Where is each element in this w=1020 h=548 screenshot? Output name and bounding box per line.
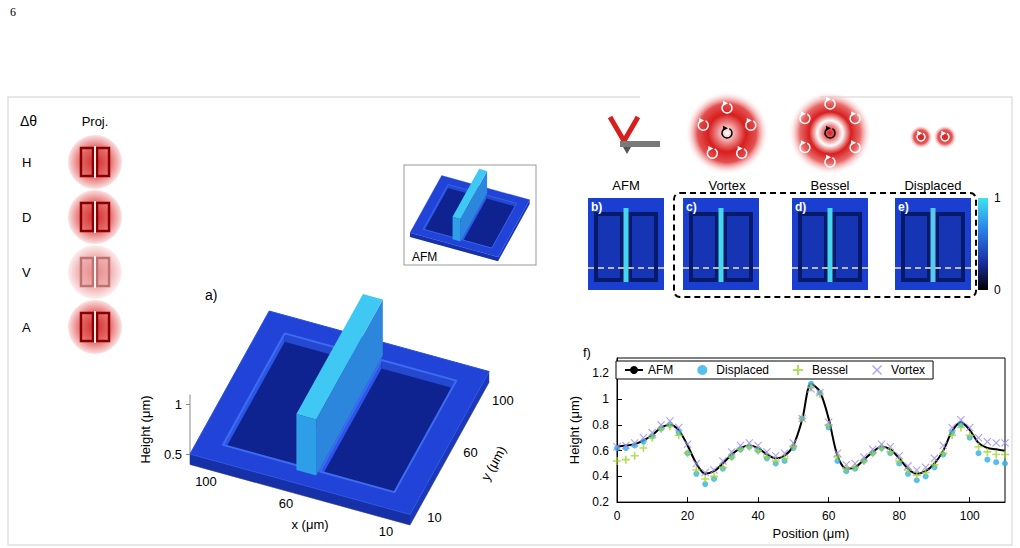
svg-text:0: 0	[994, 283, 1001, 297]
svg-text:10: 10	[427, 510, 441, 525]
svg-text:D: D	[22, 210, 31, 225]
svg-text:a): a)	[205, 287, 217, 303]
svg-text:0.5: 0.5	[164, 447, 182, 462]
svg-text:0.4: 0.4	[592, 469, 609, 483]
svg-text:60: 60	[463, 445, 477, 460]
svg-text:6: 6	[10, 5, 16, 19]
svg-text:H: H	[22, 155, 31, 170]
svg-text:Δθ: Δθ	[20, 113, 37, 129]
svg-text:Displaced: Displaced	[716, 363, 769, 377]
svg-text:AFM: AFM	[412, 250, 437, 264]
svg-text:Bessel: Bessel	[810, 178, 849, 193]
svg-text:Position (μm): Position (μm)	[773, 526, 850, 541]
svg-text:y (μm): y (μm)	[478, 443, 509, 483]
svg-text:f): f)	[583, 345, 591, 360]
svg-text:Displaced: Displaced	[904, 178, 961, 193]
svg-text:80: 80	[893, 509, 907, 523]
svg-text:60: 60	[822, 509, 836, 523]
svg-text:100: 100	[492, 393, 514, 408]
svg-text:x (μm): x (μm)	[291, 517, 328, 532]
svg-text:Proj.: Proj.	[82, 114, 109, 129]
svg-text:Vortex: Vortex	[709, 178, 746, 193]
svg-text:Bessel: Bessel	[812, 363, 848, 377]
svg-text:100: 100	[195, 474, 217, 489]
svg-text:20: 20	[681, 509, 695, 523]
svg-text:40: 40	[751, 509, 765, 523]
svg-text:1.2: 1.2	[592, 366, 609, 380]
svg-text:Vortex: Vortex	[891, 363, 925, 377]
svg-text:1: 1	[602, 392, 609, 406]
svg-text:d): d)	[795, 200, 806, 214]
svg-text:0: 0	[614, 509, 621, 523]
svg-text:AFM: AFM	[648, 363, 673, 377]
svg-text:AFM: AFM	[612, 178, 639, 193]
svg-text:1: 1	[994, 191, 1001, 205]
svg-text:Height (μm): Height (μm)	[138, 395, 153, 463]
svg-text:0.6: 0.6	[592, 444, 609, 458]
svg-text:10: 10	[379, 524, 393, 539]
svg-text:A: A	[22, 320, 31, 335]
svg-text:100: 100	[960, 509, 980, 523]
svg-text:0.8: 0.8	[592, 418, 609, 432]
svg-text:b): b)	[591, 200, 602, 214]
svg-text:60: 60	[279, 496, 293, 511]
svg-text:e): e)	[898, 200, 909, 214]
svg-text:1: 1	[175, 397, 182, 412]
svg-text:0.2: 0.2	[592, 495, 609, 509]
svg-text:Height (μm): Height (μm)	[567, 396, 582, 464]
svg-text:c): c)	[686, 200, 697, 214]
svg-text:V: V	[22, 265, 31, 280]
